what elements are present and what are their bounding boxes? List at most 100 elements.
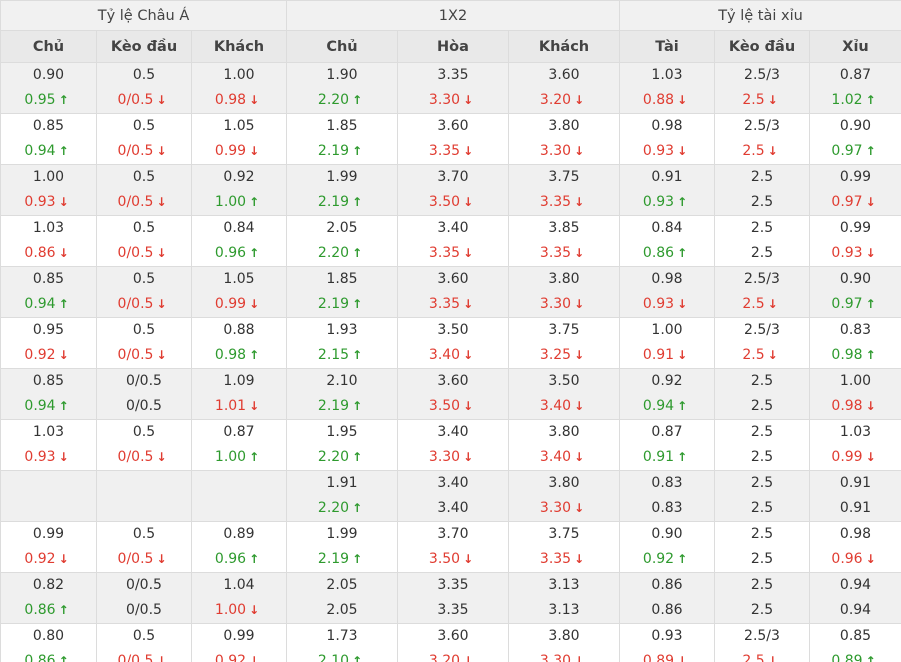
odds-cell: 1.05 0.99 ↓ [191, 266, 287, 318]
opening-odds: 3.75 [548, 322, 580, 338]
opening-odds: 0.80 [32, 628, 65, 644]
opening-odds: 0.85 [32, 118, 65, 134]
table-row[interactable]: 1.03 0.93 ↓ 0.5 0/0.5 ↓ 0.87 1.00 ↑ 1.95 2.20 ↑ 3.40… [0, 419, 901, 471]
table-row[interactable]: 0.90 0.95 ↑ 0.5 0/0.5 ↓ 1.00 0.98 ↓ 1.90 2.20 ↑ 3.35… [0, 62, 901, 114]
odds-cell: 3.70 3.50 ↓ [397, 521, 509, 573]
odds-cell: 0.5 0/0.5 ↓ [96, 623, 192, 662]
current-odds-value: 0.94 [24, 296, 56, 312]
arrow-down-icon: ↓ [156, 654, 167, 662]
odds-cell: 0/0.5 0/0.5 [96, 572, 192, 624]
table-row[interactable]: 0.85 0.94 ↑ 0/0.5 0/0.5 1.09 1.01 ↓ 2.10 2.19 ↑ 3.6… [0, 368, 901, 420]
opening-odds: 3.80 [548, 475, 580, 491]
arrow-down-icon: ↓ [767, 348, 778, 362]
arrow-down-icon: ↓ [865, 552, 876, 566]
table-row[interactable]: 0.82 0.86 ↑ 0/0.5 0/0.5 1.04 1.00 ↓ 2.05 2.05 3.35… [0, 572, 901, 624]
arrow-up-icon: ↑ [677, 450, 688, 464]
arrow-up-icon: ↑ [352, 501, 363, 515]
current-odds-value: 2.5 [750, 194, 774, 210]
odds-cell: 0.99 0.92 ↓ [191, 623, 287, 662]
current-odds: 0.94 ↑ [1, 292, 96, 317]
current-odds: 0.95 ↑ [1, 88, 96, 113]
opening-odds: 0.93 [651, 628, 683, 644]
current-odds-value: 0.98 [214, 347, 247, 363]
odds-cell: 2.5 2.5 [714, 215, 810, 267]
current-odds-value: 0.91 [642, 347, 675, 363]
odds-cell: 3.60 3.50 ↓ [397, 368, 509, 420]
current-odds: 3.35 ↓ [509, 190, 619, 215]
opening-odds: 0.83 [651, 475, 683, 491]
opening-odds: 1.00 [223, 67, 255, 83]
current-odds: 0.89 ↓ [620, 649, 714, 662]
current-odds-value: 0/0.5 [117, 347, 154, 363]
arrow-down-icon: ↓ [574, 654, 585, 662]
odds-cell: 0.86 0.86 [619, 572, 715, 624]
current-odds: 2.5 ↓ [715, 292, 809, 317]
current-odds-value: 3.40 [539, 449, 572, 465]
current-odds: 0.92 ↑ [620, 547, 714, 572]
current-odds: 0.96 ↑ [192, 547, 286, 572]
odds-cell: 1.00 0.93 ↓ [0, 164, 97, 216]
arrow-down-icon: ↓ [767, 654, 778, 662]
arrow-up-icon: ↑ [352, 297, 363, 311]
current-odds-value: 2.5 [742, 347, 765, 363]
odds-cell: 3.60 3.20 ↓ [397, 623, 509, 662]
current-odds-value: 3.40 [437, 500, 469, 516]
current-odds: 1.00 ↑ [192, 190, 286, 215]
current-odds: 3.40 ↓ [509, 394, 619, 419]
opening-odds: 1.00 [839, 373, 872, 389]
current-odds: 0/0.5 [97, 394, 191, 419]
current-odds-value: 2.19 [317, 194, 350, 210]
current-odds-value: 0/0.5 [126, 398, 162, 414]
current-odds: 0.97 ↑ [810, 139, 901, 164]
arrow-up-icon: ↑ [58, 399, 69, 413]
current-odds-value: 0.86 [24, 653, 56, 662]
current-odds: 0.96 ↑ [192, 241, 286, 266]
odds-cell: 0.5 0/0.5 ↓ [96, 164, 192, 216]
table-row[interactable]: 0.95 0.92 ↓ 0.5 0/0.5 ↓ 0.88 0.98 ↑ 1.93 2.15 ↑ 3.50… [0, 317, 901, 369]
arrow-down-icon: ↓ [58, 348, 69, 362]
arrow-down-icon: ↓ [865, 195, 876, 209]
opening-odds: 0.87 [839, 67, 872, 83]
current-odds-value: 2.5 [750, 500, 774, 516]
table-row[interactable]: 1.03 0.86 ↓ 0.5 0/0.5 ↓ 0.84 0.96 ↑ 2.05 2.20 ↑ 3.40… [0, 215, 901, 267]
arrow-up-icon: ↑ [352, 399, 363, 413]
table-row[interactable]: 0.85 0.94 ↑ 0.5 0/0.5 ↓ 1.05 0.99 ↓ 1.85 2.19 ↑ 3.60… [0, 113, 901, 165]
opening-odds: 0.89 [223, 526, 255, 542]
table-row[interactable]: 1.91 2.20 ↑ 3.40 3.40 3.80 3.30 ↓ 0.83 0.83 2.5 2.5… [0, 470, 901, 522]
opening-odds: 0/0.5 [126, 373, 162, 389]
arrow-down-icon: ↓ [249, 93, 260, 107]
odds-cell: 0.82 0.86 ↑ [0, 572, 97, 624]
arrow-up-icon: ↑ [677, 552, 688, 566]
odds-cell: 3.35 3.35 [397, 572, 509, 624]
current-odds: 0.89 ↑ [810, 649, 901, 662]
table-row[interactable]: 0.80 0.86 ↑ 0.5 0/0.5 ↓ 0.99 0.92 ↓ 1.73 2.10 ↑ 3.60… [0, 623, 901, 662]
opening-odds: 0.5 [132, 118, 156, 134]
arrow-up-icon: ↑ [352, 246, 363, 260]
odds-cell: 3.60 3.20 ↓ [508, 62, 620, 114]
current-odds: 0.93 ↓ [620, 292, 714, 317]
table-row[interactable]: 0.85 0.94 ↑ 0.5 0/0.5 ↓ 1.05 0.99 ↓ 1.85 2.19 ↑ 3.60… [0, 266, 901, 318]
table-row[interactable]: 1.00 0.93 ↓ 0.5 0/0.5 ↓ 0.92 1.00 ↑ 1.99 2.19 ↑ 3.70… [0, 164, 901, 216]
opening-odds: 3.80 [548, 118, 580, 134]
opening-odds: 3.75 [548, 169, 580, 185]
current-odds-value: 3.40 [428, 347, 461, 363]
opening-odds: 1.99 [326, 169, 358, 185]
current-odds-value: 0.94 [839, 602, 872, 618]
current-odds: 0.91 ↓ [620, 343, 714, 368]
opening-odds: 2.5/3 [744, 628, 780, 644]
current-odds-value: 0/0.5 [126, 602, 162, 618]
current-odds: 0/0.5 ↓ [97, 139, 191, 164]
current-odds-value: 1.00 [214, 449, 247, 465]
arrow-up-icon: ↑ [58, 603, 69, 617]
arrow-down-icon: ↓ [677, 93, 688, 107]
current-odds-value: 3.30 [539, 500, 572, 516]
current-odds-value: 0.98 [831, 398, 863, 414]
table-row[interactable]: 0.99 0.92 ↓ 0.5 0/0.5 ↓ 0.89 0.96 ↑ 1.99 2.19 ↑ 3.70… [0, 521, 901, 573]
current-odds: 0.93 ↑ [620, 190, 714, 215]
current-odds: 0.98 ↑ [810, 343, 901, 368]
current-odds-value: 0/0.5 [117, 245, 154, 261]
current-odds: 0.83 [620, 496, 714, 521]
current-odds-value: 0/0.5 [117, 551, 154, 567]
current-odds-value: 2.5 [742, 296, 765, 312]
current-odds-value: 1.00 [214, 602, 247, 618]
